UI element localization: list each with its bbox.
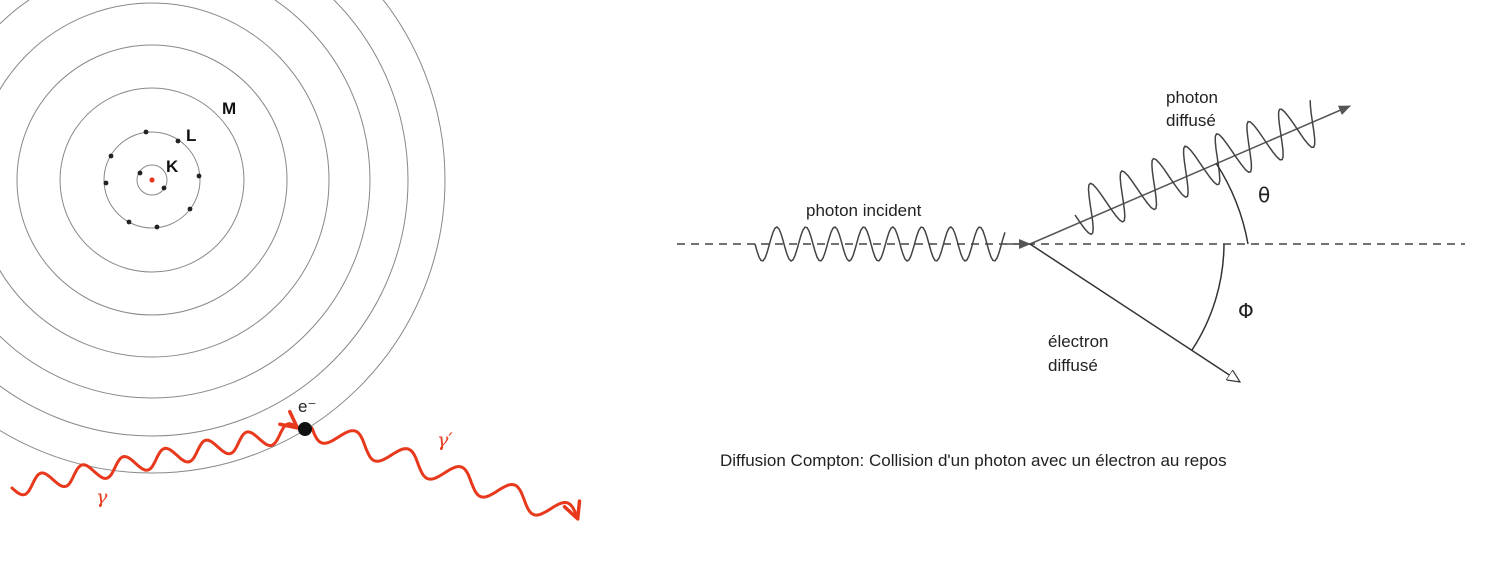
l-electron bbox=[187, 206, 193, 212]
compton-diagram: photon incident photon diffusé électron … bbox=[677, 88, 1465, 470]
scattered-gamma-label: γ′ bbox=[437, 429, 453, 451]
shell-3 bbox=[59, 87, 245, 273]
phi-arc bbox=[1191, 243, 1225, 351]
recoil-electron-label-line2: diffusé bbox=[1048, 356, 1098, 375]
l-electron bbox=[108, 153, 114, 159]
shell-7 bbox=[0, 0, 409, 437]
m-shell-label: M bbox=[222, 99, 236, 118]
l-shell bbox=[103, 131, 201, 229]
theta-arc bbox=[1215, 162, 1249, 245]
scattered-photon-label-line2: diffusé bbox=[1166, 111, 1216, 130]
l-shell-label: L bbox=[186, 126, 196, 145]
l-electron bbox=[196, 173, 202, 179]
recoil-electron-label-line1: électron bbox=[1048, 332, 1108, 351]
l-electron bbox=[103, 180, 109, 186]
m-shell bbox=[16, 44, 288, 316]
ejected-electron bbox=[298, 422, 312, 436]
incident-gamma-photon bbox=[10, 409, 300, 497]
incident-photon-wave bbox=[754, 226, 1006, 262]
scattered-gamma-photon bbox=[310, 426, 582, 521]
l-electron bbox=[126, 219, 132, 225]
k-shell-label: K bbox=[166, 157, 179, 176]
scattered-photon-wave bbox=[1074, 100, 1316, 236]
electron-label: e⁻ bbox=[298, 397, 316, 416]
k-shell bbox=[136, 164, 168, 196]
shell-5 bbox=[0, 2, 330, 358]
shell-8 bbox=[0, 0, 446, 474]
incident-gamma-label: γ bbox=[96, 486, 108, 508]
theta-label: θ bbox=[1258, 183, 1270, 207]
atom-diagram: K L M e⁻ γ γ′ bbox=[0, 0, 582, 521]
incident-photon-label: photon incident bbox=[806, 201, 922, 220]
l-electron bbox=[143, 129, 149, 135]
k-electron bbox=[161, 185, 167, 191]
shell-6 bbox=[0, 0, 371, 399]
k-electron bbox=[137, 170, 143, 176]
figure-caption: Diffusion Compton: Collision d'un photon… bbox=[720, 451, 1227, 470]
scattered-photon-label-line1: photon bbox=[1166, 88, 1218, 107]
phi-label: Φ bbox=[1238, 299, 1254, 323]
l-electron bbox=[154, 224, 160, 230]
nucleus bbox=[149, 177, 155, 183]
l-electron bbox=[175, 138, 181, 144]
recoil-electron-direction bbox=[1029, 243, 1240, 382]
